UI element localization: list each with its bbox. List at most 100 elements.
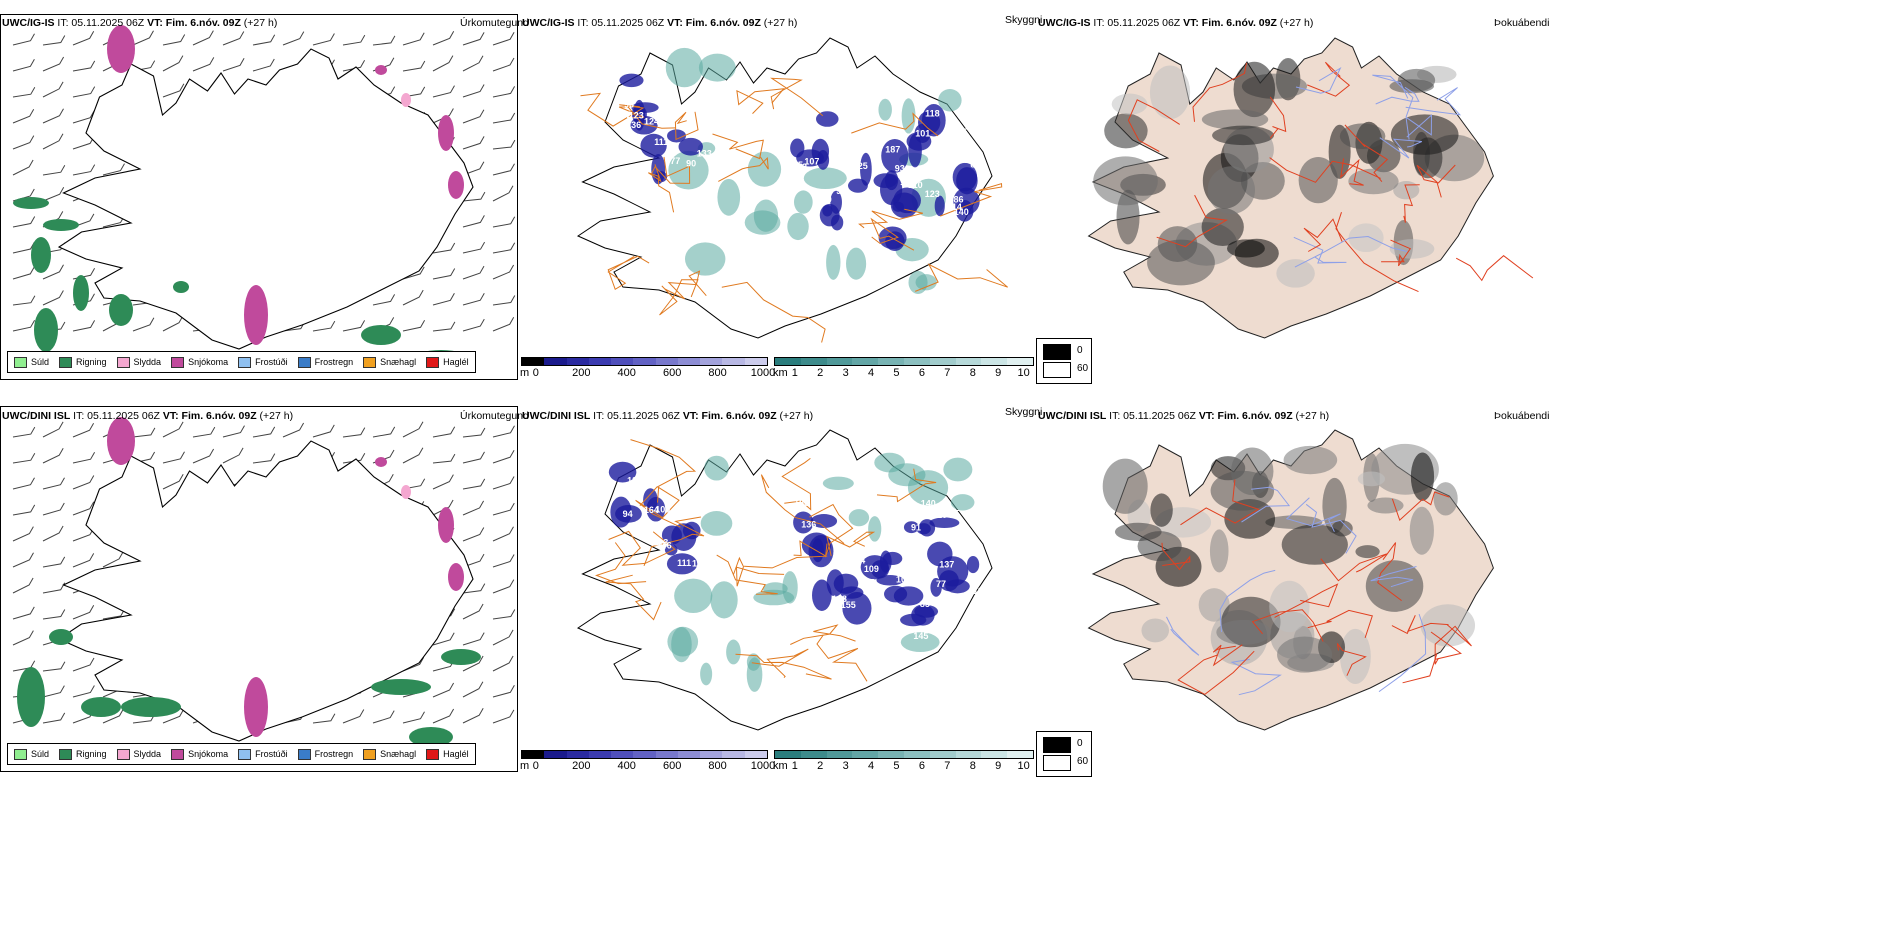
fog-swatch-high: [1043, 755, 1071, 771]
cloud-base-label: 93: [895, 164, 905, 174]
colorbar-swatch: [611, 358, 634, 365]
colorbar-swatch: [633, 358, 656, 365]
legend-swatch: [238, 748, 252, 760]
fog-swatch-low: [1043, 737, 1071, 753]
cloud-base-label: 86: [954, 195, 964, 205]
legend-swatch: [363, 748, 377, 760]
cloud-base-label: 133: [697, 149, 712, 159]
fog-swatch-high: [1043, 362, 1071, 378]
cloud-base-label: 91: [911, 523, 921, 533]
title-cloud-top: Skyggni: [1005, 14, 1043, 26]
cloud-base-label: 214: [947, 202, 962, 212]
colorbar-swatch: [655, 358, 678, 365]
cloud-map-bottom: 94 113 81 109 55 145 155 119 164 146 136 107 104 85 16…: [576, 429, 993, 731]
colorbar-bar: [774, 750, 1034, 759]
colorbar-swatch: [700, 751, 723, 758]
visibility-colorbar-top: km 1 2 3 4 5 6 7 8 9 10: [773, 357, 1034, 380]
colorbar-unit: km: [773, 367, 788, 379]
fog-legend-high: 60: [1077, 756, 1089, 767]
colorbar-swatch: [955, 751, 982, 758]
colorbar-swatch: [566, 751, 589, 758]
colorbar-swatch: [700, 358, 723, 365]
cloud-base-label: 145: [913, 631, 928, 641]
colorbar-swatch: [744, 751, 767, 758]
legend-label: Rigning: [76, 357, 107, 367]
legend-label: Haglél: [443, 357, 469, 367]
legend-item-3: Snjókoma: [171, 748, 228, 760]
precip-legend: Súld Rigning Slydda Snjókoma Frostúði Frostre…: [7, 351, 476, 373]
legend-item-0: Súld: [14, 748, 50, 760]
legend-item-6: Snæhagl: [363, 356, 416, 368]
legend-swatch: [171, 748, 185, 760]
cloud-base-label: 72: [845, 220, 855, 230]
cloud-base-label: 123: [925, 189, 940, 199]
cloud-base-label: 125: [853, 161, 868, 171]
cloud-base-label: 107: [804, 157, 819, 167]
legend-label: Súld: [31, 749, 50, 759]
header-precip-top: UWC/IG-IS IT: 05.11.2025 06Z VT: Fim. 6.…: [2, 17, 278, 29]
visibility-areas: [667, 452, 975, 692]
cloud-base-label: 70: [822, 195, 832, 205]
colorbar-tick: 0: [532, 760, 539, 772]
colorbar-swatch: [852, 751, 879, 758]
legend-swatch: [426, 748, 440, 760]
colorbar-swatch: [544, 751, 567, 758]
cloud-base-label: 82: [622, 110, 632, 120]
cloud-base-label: 155: [841, 600, 856, 610]
colorbar-tick: 10: [1017, 367, 1030, 379]
fog-legend-low: 0: [1077, 738, 1083, 749]
colorbar-tick: 200: [572, 760, 591, 772]
colorbar-unit: km: [773, 760, 788, 772]
legend-label: Snjókoma: [188, 357, 229, 367]
colorbar-swatch: [929, 358, 956, 365]
cloud-base-label: 113: [654, 537, 669, 547]
colorbar-swatch: [800, 751, 827, 758]
cloud-base-label: 94: [868, 541, 878, 551]
colorbar-swatch: [522, 358, 545, 365]
legend-label: Frostúði: [255, 357, 288, 367]
fog-shading: [1093, 57, 1485, 288]
legend-label: Súld: [31, 357, 50, 367]
legend-item-2: Slydda: [116, 356, 162, 368]
colorbar-swatch: [722, 358, 745, 365]
colorbar-tick: 4: [868, 760, 875, 772]
fog-map-bottom: [1087, 429, 1494, 731]
roads: [1161, 479, 1472, 696]
colorbar-tick: 8: [969, 367, 976, 379]
cloud-base-label: 118: [925, 109, 940, 119]
cloud-base-labels: 94 113 81 109 55 145 155 119 164 146 136 107 104 85 16…: [623, 476, 988, 642]
cloud-base-label: 164: [644, 505, 659, 515]
cloud-base-label: 124: [644, 116, 659, 126]
cloud-base-label: 77: [936, 579, 946, 589]
legend-item-1: Rigning: [59, 356, 107, 368]
colorbar-tick: 600: [662, 760, 682, 772]
legend-swatch: [297, 356, 311, 368]
cloud-base-label: 114: [851, 555, 866, 565]
legend-label: Frostregn: [314, 357, 354, 367]
cloud-base-label: 109: [864, 564, 879, 574]
cloud-panel-bottom: 94 113 81 109 55 145 155 119 164 146 136 107 104 85 16…: [520, 406, 1040, 772]
legend-label: Slydda: [133, 357, 162, 367]
fog-swatch-low: [1043, 344, 1071, 360]
cloud-base-label: 136: [801, 519, 816, 529]
legend-item-4: Frostúði: [238, 356, 288, 368]
colorbar-ticks: km 1 2 3 4 5 6 7 8 9 10: [773, 759, 1034, 773]
fog-panel-bottom: [1036, 406, 1552, 772]
legend-swatch: [59, 748, 73, 760]
colorbar-swatch: [775, 358, 801, 365]
colorbar-tick: 600: [662, 367, 682, 379]
legend-label: Frostúði: [255, 749, 288, 759]
cloud-base-label: 94: [623, 509, 633, 519]
colorbar-tick: 2: [817, 760, 824, 772]
colorbar-unit: m: [520, 367, 530, 379]
legend-swatch: [363, 356, 377, 368]
header-fog-bottom: UWC/DINI ISL IT: 05.11.2025 06Z VT: Fim.…: [1038, 410, 1330, 422]
fog-legend-high: 60: [1077, 363, 1089, 374]
colorbar-swatch: [566, 358, 589, 365]
legend-swatch: [171, 356, 185, 368]
colorbar-tick: 1000: [750, 367, 776, 379]
colorbar-bar: [521, 750, 768, 759]
header-fog-top: UWC/IG-IS IT: 05.11.2025 06Z VT: Fim. 6.…: [1038, 17, 1314, 29]
colorbar-swatch: [677, 358, 701, 365]
legend-item-1: Rigning: [59, 748, 107, 760]
